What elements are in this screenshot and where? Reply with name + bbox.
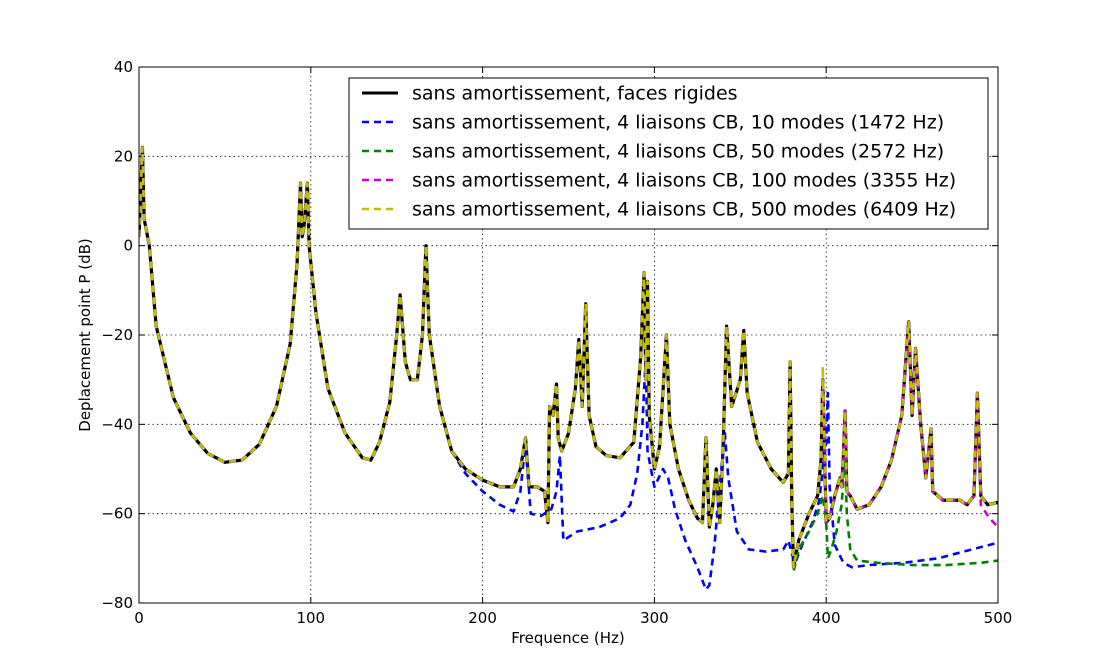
x-tick-label: 400 <box>812 609 841 627</box>
y-tick-label: −40 <box>101 415 133 433</box>
tick-labels: 0 100 200 300 400 500 −80 −60 −40 −20 0 20 40 <box>101 58 1012 627</box>
y-tick-label: −60 <box>101 505 133 523</box>
legend-entry-label: sans amortissement, 4 liaisons CB, 500 m… <box>412 199 956 221</box>
x-tick-label: 100 <box>296 609 325 627</box>
legend-box <box>348 77 989 230</box>
x-tick-label: 300 <box>640 609 669 627</box>
series-layer <box>139 145 998 591</box>
series-line-4 <box>139 146 998 569</box>
legend-entry-label: sans amortissement, 4 liaisons CB, 100 m… <box>412 170 956 192</box>
legend-entry-label: sans amortissement, 4 liaisons CB, 10 mo… <box>412 112 944 134</box>
y-tick-label: −20 <box>101 326 133 344</box>
y-axis-label: Deplacement point P (dB) <box>76 238 94 431</box>
y-tick-label: 20 <box>114 147 133 165</box>
x-tick-label: 0 <box>134 609 144 627</box>
y-tick-label: 0 <box>123 237 133 255</box>
legend: sans amortissement, faces rigides sans am… <box>348 77 989 230</box>
y-tick-label: −80 <box>101 594 133 612</box>
legend-entry-label: sans amortissement, faces rigides <box>412 83 738 105</box>
plot-frame <box>138 66 999 604</box>
x-tick-label: 500 <box>984 609 1013 627</box>
x-tick-label: 200 <box>468 609 497 627</box>
y-tick-label: 40 <box>114 58 133 76</box>
x-axis-label: Frequence (Hz) <box>511 629 624 647</box>
legend-entry-label: sans amortissement, 4 liaisons CB, 50 mo… <box>412 141 944 163</box>
